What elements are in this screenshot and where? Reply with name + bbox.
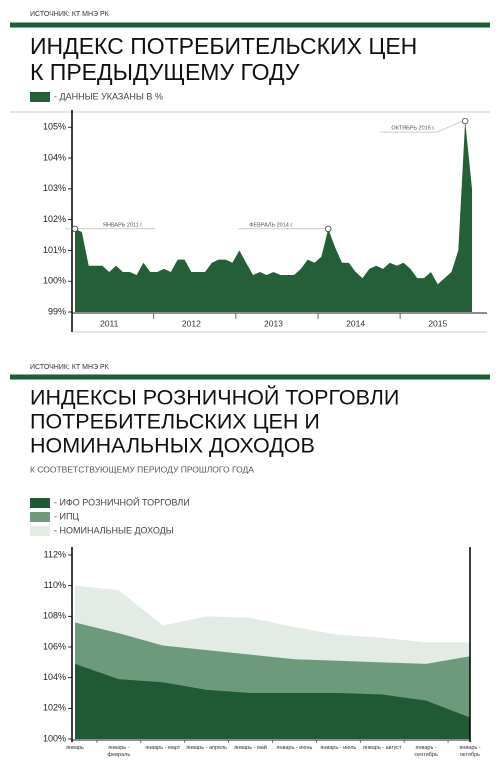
legend-swatch [30,526,50,536]
annotation-point [71,225,79,233]
legend-swatch [30,92,50,102]
y-tick-label: 108% [43,611,66,621]
x-tick-label: январь - сентябрь [414,745,438,758]
x-tick-label: январь - февраль [107,745,131,758]
annotation-point [325,225,332,233]
y-tick-label: 103% [43,183,66,193]
x-tick-label: январь [66,745,84,751]
x-tick-label: январь - июль [320,745,357,751]
header-bar [10,22,490,28]
legend-swatch [30,498,50,508]
area [75,663,470,739]
x-tick-label: январь - май [234,745,267,751]
x-tick-label: январь - апрель [186,745,228,751]
x-tick-label: 2014 [346,318,365,328]
legend-label: - ИФО РОЗНИЧНОЙ ТОРГОВЛИ [54,496,190,507]
x-tick-label: 2012 [182,318,201,328]
y-tick-label: 110% [44,580,66,590]
annotation-line [380,120,463,133]
legend-label: - ИПЦ [54,511,79,521]
source: ИСТОЧНИК: КТ МНЭ РК [30,364,110,371]
y-tick-label: 112% [44,549,66,559]
chart-title: К ПРЕДЫДУЩЕМУ ГОДУ [30,59,300,85]
y-tick-label: 99% [48,306,66,316]
x-tick-label: 2011 [100,318,119,328]
x-tick-label: январь - октябрь [459,745,481,758]
y-tick-label: 102% [43,703,66,713]
x-tick-label: 2013 [264,318,283,328]
legend-label: - ДАННЫЕ УКАЗАНЫ В % [54,91,163,101]
subtitle: К СООТВЕТСТВУЮЩЕМУ ПЕРИОДУ ПРОШЛОГО ГОДА [30,464,254,474]
y-tick-label: 105% [43,122,66,132]
area [75,121,472,312]
x-tick-label: январь - март [145,745,181,751]
chart-title: ПОТРЕБИТЕЛЬСКИХ ЦЕН И [30,410,320,434]
source: ИСТОЧНИК: КТ МНЭ РК [30,11,110,18]
chart-title: ИНДЕКСЫ РОЗНИЧНОЙ ТОРГОВЛИ [30,385,399,410]
y-tick-label: 100% [43,733,66,743]
annotation-point [461,117,469,125]
chart-title: ИНДЕКС ПОТРЕБИТЕЛЬСКИХ ЦЕН [30,33,417,59]
x-tick-label: январь - июнь [276,745,313,751]
chart-title: НОМИНАЛЬНЫХ ДОХОДОВ [30,434,315,458]
y-tick-label: 104% [43,672,66,682]
annotation: ЯНВАРЬ 2011 г. [103,222,144,228]
y-tick-label: 102% [43,214,66,224]
legend-label: - НОМИНАЛЬНЫЕ ДОХОДЫ [54,525,174,535]
annotation: ОКТЯБРЬ 2015 г. [391,126,435,132]
y-tick-label: 104% [43,152,66,162]
annotation: ФЕВРАЛЬ 2014 г. [249,222,293,228]
x-tick-label: 2015 [428,318,447,328]
y-tick-label: 100% [43,276,66,286]
legend-swatch [30,512,50,522]
y-tick-label: 106% [43,641,66,651]
header-bar [10,374,490,380]
y-tick-label: 101% [43,245,66,255]
x-tick-label: январь - август [362,745,402,751]
